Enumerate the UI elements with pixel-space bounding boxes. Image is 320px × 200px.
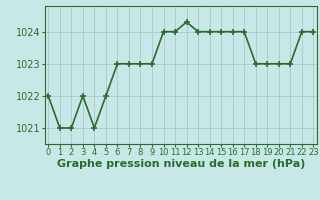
X-axis label: Graphe pression niveau de la mer (hPa): Graphe pression niveau de la mer (hPa) [57,159,305,169]
